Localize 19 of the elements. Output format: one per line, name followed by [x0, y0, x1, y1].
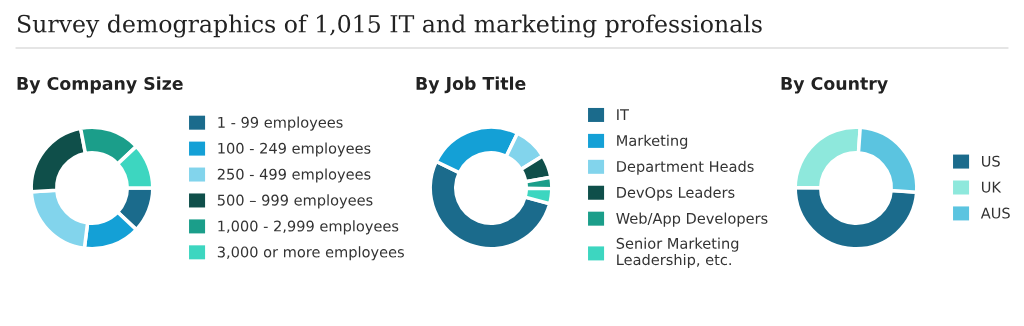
legend-label: AUS [980, 207, 1010, 219]
legend-label: Department Heads [617, 160, 754, 175]
legend-label: Marketing [617, 134, 688, 149]
text: Survey demographics of 1,015 IT and marketing professionals [17, 14, 762, 38]
legend-label: 3,000 or more employees [217, 246, 404, 261]
legend-label: Senior Marketing Leadership, etc. [616, 237, 739, 269]
legend-label: 250 - 499 employees [217, 168, 371, 183]
legend-label: Web/App Developers [616, 212, 768, 227]
legend-label: IT [617, 109, 629, 120]
legend-label: UK [982, 181, 1002, 193]
legend-label: 100 - 249 employees [218, 142, 371, 157]
chart-title: By Company Size [17, 76, 183, 94]
legend-label: 1 - 99 employees [218, 116, 343, 131]
legend-label: 1,000 - 2,999 employees [218, 220, 399, 235]
legend-label: DevOps Leaders [617, 186, 735, 201]
legend-label: 500 – 999 employees [217, 194, 373, 209]
legend-label: US [982, 155, 1000, 167]
chart-title: By Job Title [416, 76, 526, 94]
chart-title: By Country [781, 76, 888, 94]
